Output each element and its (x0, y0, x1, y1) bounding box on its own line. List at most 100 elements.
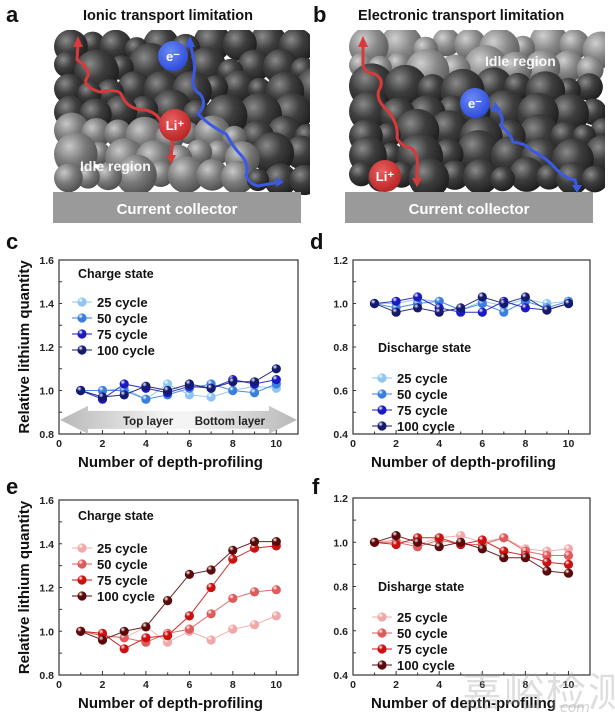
schematic-electronic-limitation: Current collector Idle region e⁻ Li⁺ (345, 30, 605, 223)
data-point (434, 542, 444, 552)
x-tick-label: 4 (436, 679, 442, 691)
data-point (141, 381, 151, 391)
y-tick-label: 0.4 (333, 670, 348, 682)
data-point (391, 296, 401, 306)
x-tick-label: 8 (522, 438, 528, 450)
particle (429, 110, 469, 150)
x-axis-label: Number of depth-profiling (371, 695, 556, 712)
legend-entry: 100 cycle (97, 589, 155, 604)
idle-region-label: Idle region (485, 53, 556, 69)
data-point (499, 307, 509, 317)
data-point (249, 388, 260, 398)
data-point (119, 390, 129, 400)
data-point (228, 554, 238, 564)
lithium-ion-ball (369, 160, 401, 192)
series-line-25-cycle (374, 535, 569, 552)
panel-letter-e: e (6, 474, 19, 499)
data-point (206, 383, 216, 393)
lithium-ion-label: Li⁺ (166, 118, 185, 133)
legend-title: Charge state (78, 509, 154, 523)
data-point (477, 535, 487, 545)
data-point (163, 379, 173, 389)
legend-swatch-marker (77, 345, 87, 355)
legend-swatch-marker (377, 660, 387, 670)
ion-arrow-head-up (358, 36, 368, 47)
legend-entry: 50 cycle (97, 557, 148, 572)
series-line-75-cycle (374, 537, 569, 565)
chart-d-discharge-blue: 0 2 4 6 8 10 0.4 0.6 0.8 1.0 1.2 Number of depth-pr… (333, 255, 591, 471)
legend-entry: 50 cycle (397, 387, 448, 402)
collector-label: Current collector (117, 201, 238, 218)
series-line-100-cycle (80, 541, 277, 641)
data-point (97, 392, 108, 402)
data-point (542, 305, 552, 315)
particle (384, 64, 427, 108)
data-point (563, 559, 574, 569)
x-tick-label: 4 (143, 438, 149, 450)
data-point (271, 375, 281, 385)
data-point (542, 566, 552, 576)
data-point (391, 307, 401, 317)
x-tick-label: 0 (350, 438, 356, 450)
x-tick-label: 10 (270, 679, 282, 691)
legend-entry: 25 cycle (397, 610, 448, 625)
y-tick-label: 1.4 (39, 299, 54, 311)
data-point (206, 635, 216, 645)
data-point (413, 537, 423, 547)
legend-entry: 75 cycle (397, 642, 448, 657)
electron-arrow-head-down (572, 185, 582, 193)
data-point (413, 292, 423, 302)
ion-arrow-head-up (73, 36, 83, 47)
data-point (456, 537, 466, 547)
x-tick-label: 6 (186, 679, 192, 691)
particle (432, 30, 461, 57)
y-axis-label: Relative lithium quantity (16, 500, 33, 674)
data-point (228, 545, 238, 555)
y-tick-label: 1.2 (333, 255, 348, 267)
legend-entry: 25 cycle (97, 541, 148, 556)
data-point (477, 298, 487, 309)
idle-region-label: Idle region (80, 158, 151, 174)
x-tick-label: 2 (100, 438, 106, 450)
y-tick-label: 1.2 (39, 583, 54, 595)
ion-path-arrow (361, 44, 419, 180)
legend-entry: 100 cycle (397, 419, 455, 434)
data-point (499, 298, 509, 309)
data-point (456, 303, 466, 313)
collector-label: Current collector (409, 201, 530, 218)
data-point (249, 537, 260, 547)
data-point (206, 565, 216, 575)
legend-swatch-marker (377, 628, 387, 638)
annotation-bottom-layer: Bottom layer (195, 416, 266, 428)
electron-label: e⁻ (468, 96, 482, 111)
particle (289, 164, 310, 196)
series-line-100-cycle (80, 368, 277, 398)
panel-letter-c: c (6, 229, 19, 254)
ion-arrow-head-down (166, 155, 176, 164)
legend-entry: 100 cycle (97, 343, 155, 358)
particle-cluster (349, 30, 605, 199)
x-tick-label: 8 (522, 679, 528, 691)
legend-swatch-marker (377, 644, 387, 654)
y-tick-label: 1.0 (333, 299, 348, 311)
particle (54, 51, 81, 78)
x-tick-label: 10 (563, 438, 575, 450)
particle (408, 158, 450, 199)
series-line-50-cycle (374, 537, 569, 556)
panel-letter-d: d (310, 229, 324, 254)
data-point (563, 298, 574, 309)
y-tick-label: 1.0 (39, 626, 54, 638)
particle (94, 162, 123, 191)
lithium-ion-ball (159, 109, 191, 141)
series-line-100-cycle (374, 296, 569, 313)
data-point (184, 624, 194, 634)
data-point (520, 553, 530, 563)
data-point (271, 611, 281, 621)
data-point (119, 644, 129, 654)
electron-label: e⁻ (166, 49, 180, 64)
data-point (477, 307, 487, 317)
data-point (563, 550, 574, 561)
data-point (141, 622, 151, 632)
y-tick-label: 1.0 (39, 386, 54, 398)
series-line-50-cycle (80, 589, 277, 643)
